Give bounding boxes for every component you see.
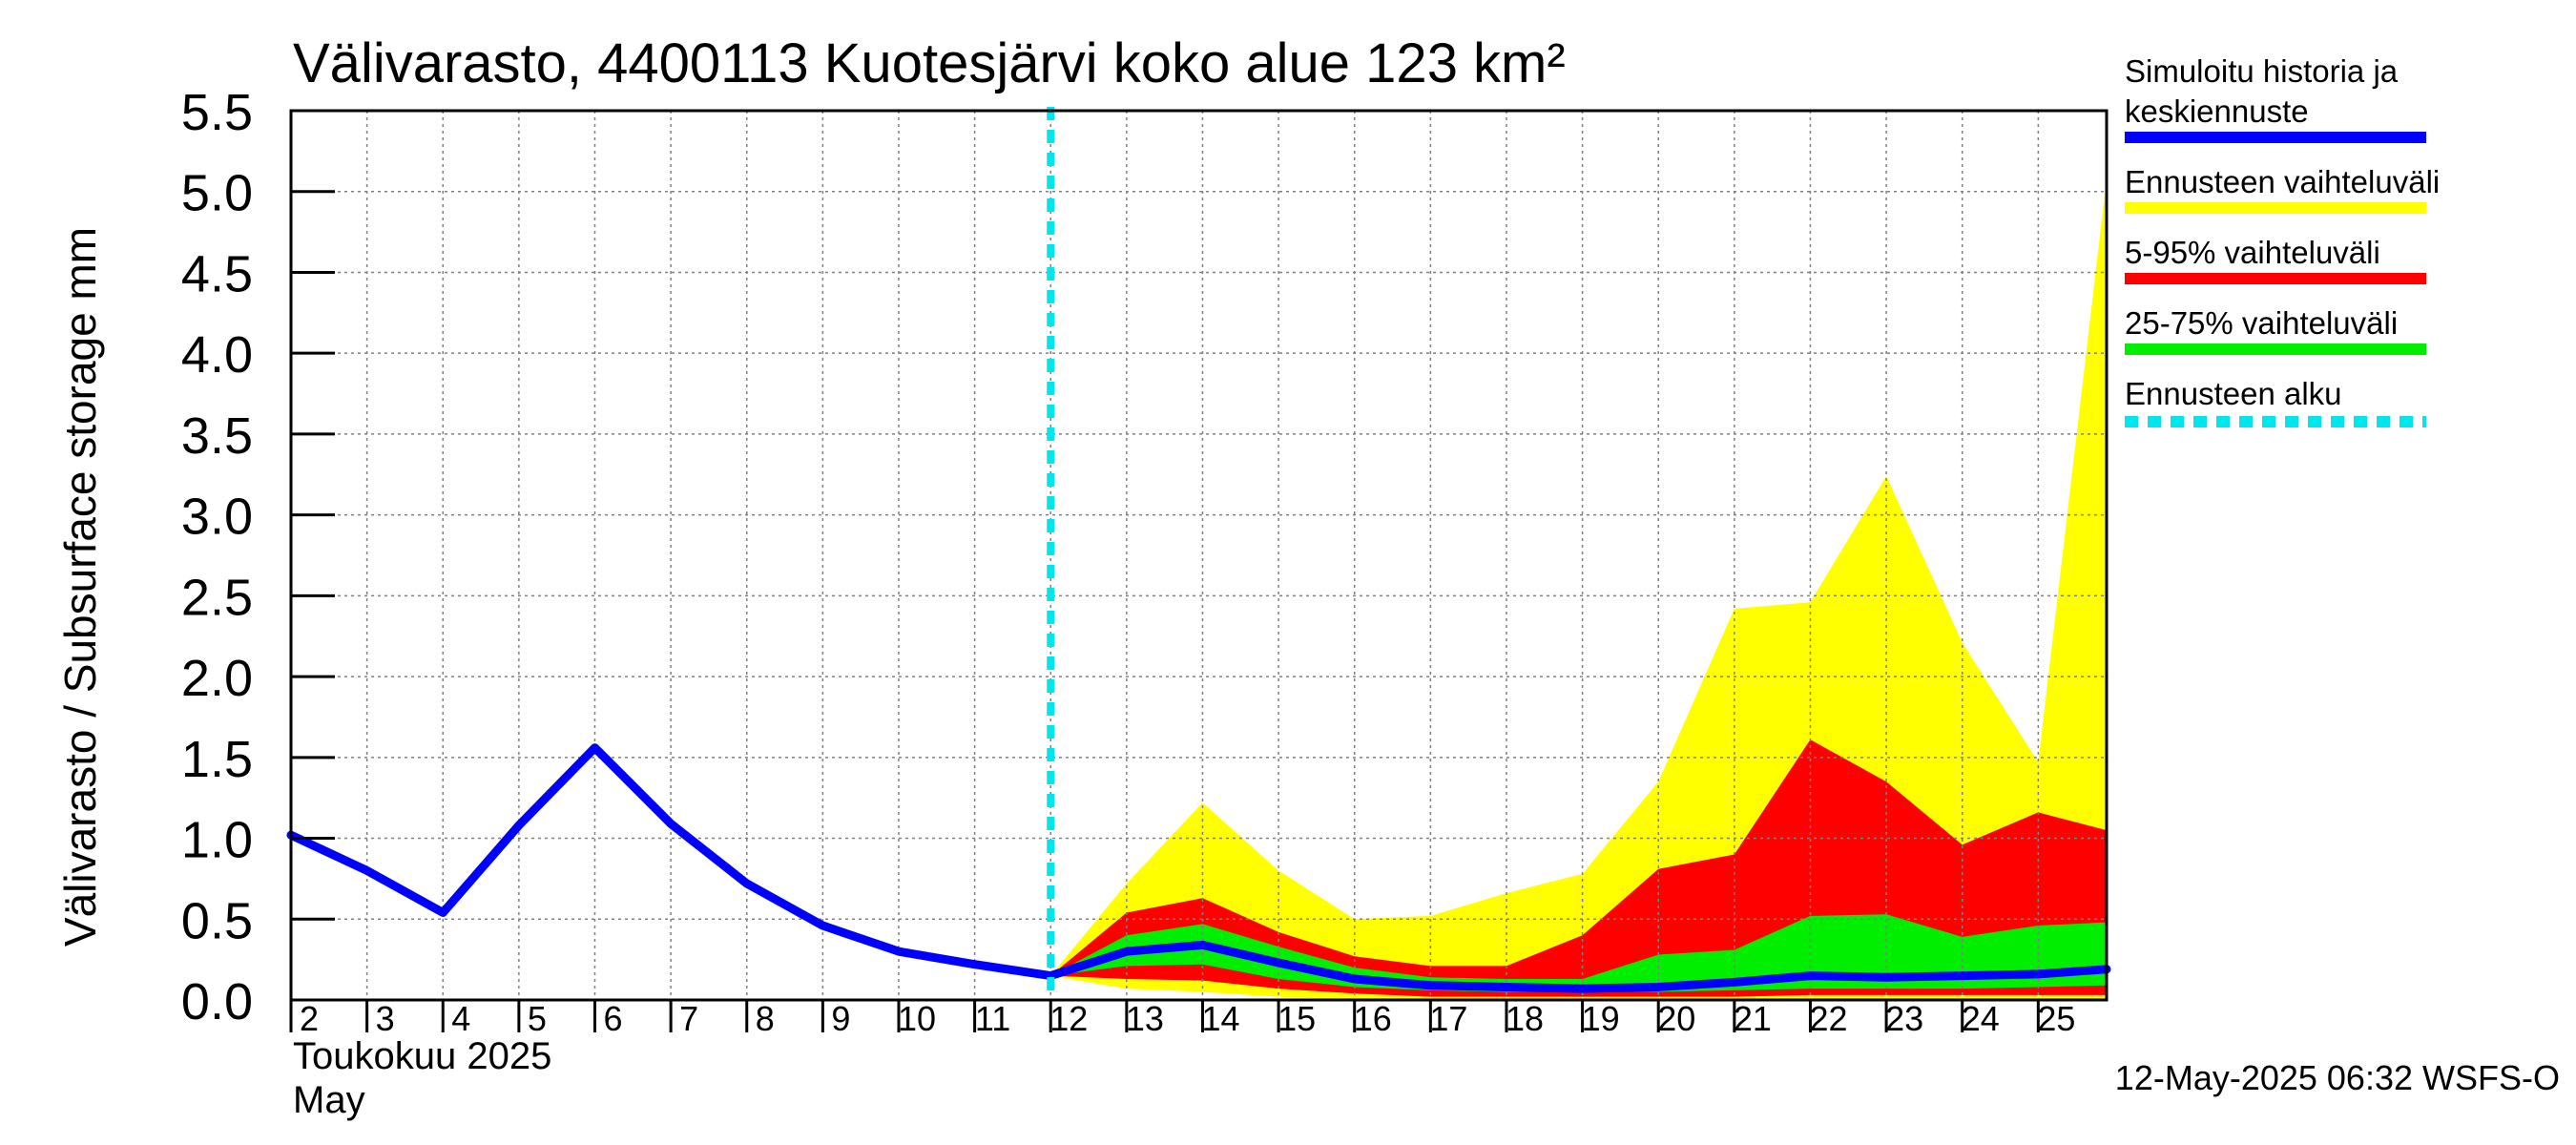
series-layer (286, 743, 2111, 993)
y-tick-label: 4.5 (181, 245, 253, 302)
forecast-bands (1050, 178, 2107, 1001)
x-tick-label: 5 (528, 999, 547, 1038)
y-tick-label: 5.0 (181, 165, 253, 222)
x-tick-label: 25 (2037, 999, 2075, 1038)
y-tick-label: 2.0 (181, 650, 253, 707)
legend-label: 25-75% vaihteluväli (2125, 305, 2398, 341)
x-tick-label: 19 (1582, 999, 1620, 1038)
x-tick-label: 6 (603, 999, 622, 1038)
legend-label: keskiennuste (2125, 94, 2309, 129)
legend-label: 5-95% vaihteluväli (2125, 235, 2380, 270)
x-tick-label: 17 (1429, 999, 1467, 1038)
y-axis-label: Välivarasto / Subsurface storage mm (55, 227, 105, 947)
y-tick-label: 3.5 (181, 407, 253, 465)
y-tick-label: 1.0 (181, 812, 253, 869)
x-tick-label: 20 (1657, 999, 1695, 1038)
legend-label: Simuloitu historia ja (2125, 53, 2399, 89)
y-tick-label: 1.5 (181, 731, 253, 788)
x-tick-label: 13 (1126, 999, 1164, 1038)
x-tick-label: 8 (756, 999, 775, 1038)
x-tick-label: 10 (898, 999, 936, 1038)
legend: Simuloitu historia ja keskiennuste Ennuste… (2125, 53, 2440, 427)
x-tick-label: 7 (679, 999, 698, 1038)
x-tick-label: 2 (300, 999, 319, 1038)
x-tick-label: 12 (1049, 999, 1088, 1038)
x-tick-label: 4 (451, 999, 470, 1038)
y-tick-label: 5.5 (181, 84, 253, 141)
x-tick-label: 21 (1734, 999, 1772, 1038)
y-tick-label: 0.5 (181, 892, 253, 949)
y-tick-label: 3.0 (181, 489, 253, 546)
x-axis-month-label-en: May (293, 1079, 365, 1121)
x-tick-label: 18 (1506, 999, 1544, 1038)
x-tick-label: 22 (1809, 999, 1847, 1038)
x-tick-label: 11 (975, 999, 1010, 1038)
x-axis-month-label: Toukokuu 2025 (293, 1035, 551, 1077)
x-tick-label: 16 (1354, 999, 1392, 1038)
chart-title: Välivarasto, 4400113 Kuotesjärvi koko al… (293, 32, 1566, 94)
axis-ticks: 0.00.51.01.52.02.53.03.54.04.55.05.52 3 4 5… (181, 84, 2075, 1038)
legend-label: Ennusteen vaihteluväli (2125, 164, 2440, 199)
x-tick-label: 9 (831, 999, 850, 1038)
y-tick-label: 0.0 (181, 973, 253, 1030)
legend-label: Ennusteen alku (2125, 376, 2342, 411)
y-tick-label: 2.5 (181, 569, 253, 626)
y-tick-label: 4.0 (181, 326, 253, 384)
timestamp-label: 12-May-2025 06:32 WSFS-O (2115, 1058, 2560, 1097)
x-tick-label: 15 (1278, 999, 1316, 1038)
x-tick-label: 3 (376, 999, 395, 1038)
x-tick-label: 23 (1885, 999, 1923, 1038)
series-line-simuloitu-historia-ja-keskiennuste (286, 743, 2111, 993)
x-tick-label: 14 (1201, 999, 1239, 1038)
x-tick-label: 24 (1962, 999, 2000, 1038)
plot-frame (289, 109, 2109, 1002)
